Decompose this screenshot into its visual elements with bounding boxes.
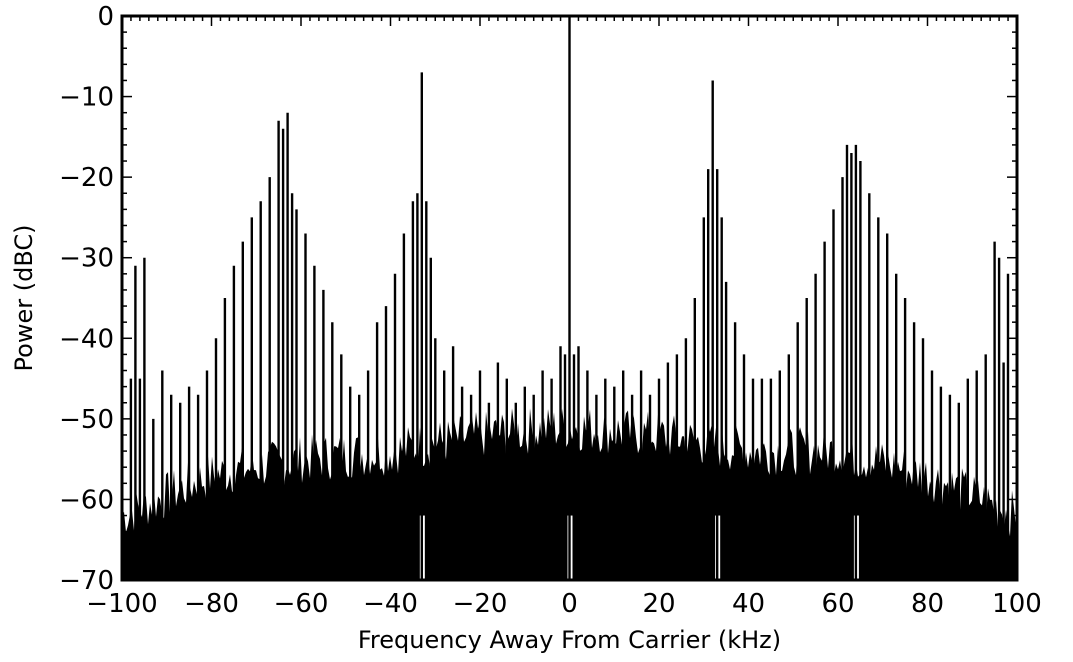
x-tick-label: 100 bbox=[992, 589, 1042, 619]
x-tick-label: −20 bbox=[453, 589, 508, 619]
x-tick-label: 0 bbox=[561, 589, 578, 619]
y-axis-title: Power (dBC) bbox=[10, 225, 38, 372]
y-tick-labels: 0 −10 −20 −30 −40 −50 −60 −70 bbox=[59, 2, 114, 596]
y-tick-label: 0 bbox=[97, 2, 114, 32]
y-tick-label: −50 bbox=[59, 405, 114, 435]
x-axis-title: Frequency Away From Carrier (kHz) bbox=[358, 626, 781, 654]
x-tick-label: −60 bbox=[274, 589, 329, 619]
x-tick-label: −100 bbox=[86, 589, 157, 619]
tick-marks bbox=[121, 15, 1018, 581]
x-tick-label: 40 bbox=[732, 589, 765, 619]
x-tick-label: 60 bbox=[821, 589, 854, 619]
x-tick-label: 80 bbox=[911, 589, 944, 619]
y-tick-label: −60 bbox=[59, 485, 114, 515]
y-tick-label: −30 bbox=[59, 244, 114, 274]
y-tick-label: −70 bbox=[59, 566, 114, 596]
x-tick-label: −40 bbox=[363, 589, 418, 619]
y-tick-label: −10 bbox=[59, 83, 114, 113]
y-tick-label: −40 bbox=[59, 324, 114, 354]
spectral-lines-layer bbox=[129, 16, 1010, 580]
x-tick-label: 20 bbox=[642, 589, 675, 619]
x-tick-labels: −100 −80 −60 −40 −20 0 20 40 60 80 100 bbox=[86, 589, 1042, 619]
y-tick-label: −20 bbox=[59, 163, 114, 193]
x-tick-label: −80 bbox=[184, 589, 239, 619]
